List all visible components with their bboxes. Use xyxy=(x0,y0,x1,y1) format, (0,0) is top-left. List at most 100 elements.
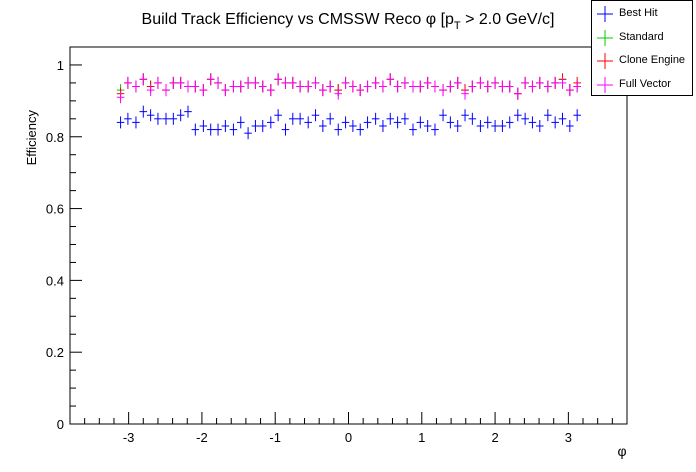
y-tick-label: 0 xyxy=(57,417,64,432)
data-point xyxy=(528,80,537,93)
x-tick-label: -1 xyxy=(269,430,281,445)
data-point xyxy=(176,109,185,122)
data-point xyxy=(468,112,477,125)
data-point xyxy=(311,109,320,122)
y-tick-label: 1 xyxy=(57,58,64,73)
data-point xyxy=(274,109,282,122)
data-point xyxy=(191,80,200,93)
data-point xyxy=(371,76,380,89)
data-point xyxy=(251,119,260,132)
data-point xyxy=(468,80,477,93)
x-tick-label: -3 xyxy=(123,430,135,445)
data-point xyxy=(267,116,275,129)
data-point xyxy=(274,73,282,86)
data-point xyxy=(386,73,395,86)
data-point xyxy=(491,119,499,132)
data-point xyxy=(401,112,409,125)
data-point xyxy=(498,80,507,93)
legend-entry: Best Hit xyxy=(592,2,692,25)
data-point xyxy=(356,84,365,97)
data-point xyxy=(409,80,417,93)
data-point xyxy=(206,73,215,86)
data-point xyxy=(431,123,439,136)
data-point xyxy=(199,84,208,97)
data-point xyxy=(551,76,559,89)
data-point xyxy=(326,80,334,93)
data-point xyxy=(319,119,327,132)
axis-ticks xyxy=(69,46,628,425)
legend-label: Standard xyxy=(619,30,664,43)
data-point xyxy=(573,80,581,93)
data-point xyxy=(229,80,238,93)
data-point xyxy=(514,109,522,122)
x-tick-label: 1 xyxy=(418,430,425,445)
data-point xyxy=(431,80,439,93)
data-point xyxy=(236,80,245,93)
data-point xyxy=(304,116,312,129)
data-point xyxy=(139,105,148,118)
data-point xyxy=(176,76,185,89)
data-point xyxy=(341,76,350,89)
data-point xyxy=(281,76,290,89)
data-point xyxy=(296,80,304,93)
data-point xyxy=(566,84,574,97)
legend-label: Full Vector xyxy=(619,77,671,90)
title-phi: φ xyxy=(426,11,436,28)
data-point xyxy=(423,119,432,132)
data-point xyxy=(461,109,469,122)
data-point xyxy=(521,76,529,89)
data-point xyxy=(476,119,485,132)
data-point xyxy=(505,116,514,129)
y-tick-label: 0.2 xyxy=(46,345,64,360)
data-point xyxy=(258,80,267,93)
data-point xyxy=(379,80,387,93)
data-point xyxy=(566,119,574,132)
data-points xyxy=(116,73,581,140)
series-best-hit xyxy=(116,105,581,140)
data-point xyxy=(326,112,334,125)
data-point xyxy=(214,76,222,89)
data-point xyxy=(311,76,320,89)
legend: Best Hit Standard Clone Engine Full Vector xyxy=(591,0,693,96)
data-point xyxy=(304,80,312,93)
data-point xyxy=(116,116,125,129)
title-close: > 2.0 GeV/c] xyxy=(461,11,555,28)
x-tick-label: 3 xyxy=(565,430,572,445)
data-point xyxy=(363,116,372,129)
data-point xyxy=(439,109,447,122)
y-axis-label: Efficiency xyxy=(24,110,39,166)
data-point xyxy=(461,87,469,100)
data-point xyxy=(334,123,343,136)
data-point xyxy=(349,119,357,132)
data-point xyxy=(229,123,238,136)
data-point xyxy=(132,80,140,93)
data-point xyxy=(169,76,178,89)
data-point xyxy=(379,119,387,132)
data-point xyxy=(536,76,544,89)
data-point xyxy=(483,116,492,129)
data-point xyxy=(191,123,200,136)
y-tick-label: 0.6 xyxy=(46,202,64,217)
data-point xyxy=(124,112,132,125)
data-point xyxy=(514,87,522,100)
data-point xyxy=(393,80,402,93)
legend-entry: Full Vector xyxy=(592,73,692,96)
data-point xyxy=(498,119,507,132)
data-point xyxy=(154,112,162,125)
data-point xyxy=(199,119,208,132)
legend-marker xyxy=(597,29,613,46)
data-point xyxy=(146,109,155,122)
data-point xyxy=(341,116,350,129)
data-point xyxy=(319,84,327,97)
data-point xyxy=(169,112,178,125)
data-point xyxy=(139,73,148,86)
plot-frame xyxy=(69,46,628,425)
data-point xyxy=(476,76,485,89)
data-point xyxy=(356,123,365,136)
legend-entry: Standard xyxy=(592,26,692,49)
x-tick-label: 0 xyxy=(345,430,352,445)
y-tick-labels: 0 0.2 0.4 0.6 0.8 1 xyxy=(46,58,64,432)
data-point xyxy=(453,76,462,89)
data-point xyxy=(289,112,297,125)
data-point xyxy=(401,76,409,89)
